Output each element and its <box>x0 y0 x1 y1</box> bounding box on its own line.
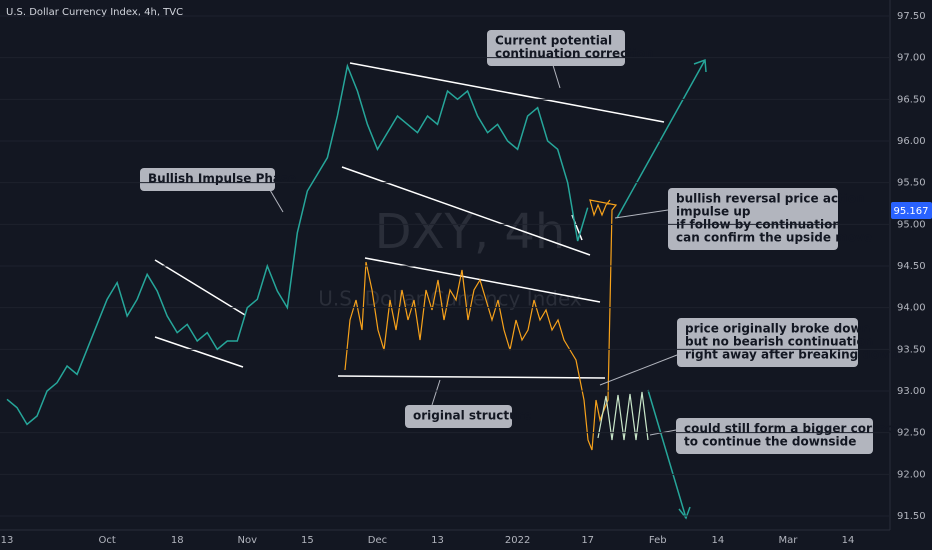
annotation-text: right away after breaking down <box>685 348 899 362</box>
annotation-text: impulse up <box>676 205 751 219</box>
annotation-text: could still form a bigger correction <box>684 422 920 436</box>
arrows <box>616 58 707 520</box>
annotation-text: price originally broke down <box>685 322 870 336</box>
watermark: DXY, 4h <box>375 204 566 260</box>
annotation-pointer <box>551 61 561 89</box>
x-tick-label: Dec <box>368 535 387 546</box>
annotation-box <box>405 405 512 428</box>
annotation-pointer <box>599 354 678 386</box>
annotation-text: but no bearish continuation <box>685 335 873 349</box>
x-tick-label: 14 <box>711 535 724 546</box>
y-tick-label: 96.00 <box>897 136 926 147</box>
annotation-pointer <box>431 379 441 406</box>
annotation-text: can confirm the upside move <box>676 231 872 245</box>
last-price-box <box>891 202 932 219</box>
y-tick-label: 92.50 <box>897 428 926 439</box>
annotation-text: bullish reversal price action <box>676 192 865 206</box>
y-tick-label: 97.50 <box>897 11 926 22</box>
x-tick-label: 13 <box>431 535 444 546</box>
annotation-pointer <box>269 189 284 213</box>
annotation-text: original structure <box>413 409 532 423</box>
y-tick-label: 93.00 <box>897 386 926 397</box>
y-tick-label: 93.50 <box>897 344 926 355</box>
annotation-text: continuation correction <box>495 47 654 61</box>
annotation-box <box>677 318 858 367</box>
x-tick-label: Nov <box>238 535 258 546</box>
annotation-text: Bullish Impulse Phase <box>148 172 296 186</box>
annotation-pointer <box>614 209 669 219</box>
x-tick-label: Feb <box>649 535 667 546</box>
x-tick-label: 17 <box>581 535 594 546</box>
price-line <box>6 63 589 426</box>
trend-lines <box>154 62 665 379</box>
last-price: 95.167 <box>894 206 929 217</box>
annotation-text: Current potential <box>495 34 612 48</box>
y-tick-label: 91.50 <box>897 511 926 522</box>
y-tick-label: 95.50 <box>897 178 926 189</box>
chart-title: U.S. Dollar Currency Index, 4h, TVC <box>6 7 183 18</box>
x-tick-label: 2022 <box>505 535 530 546</box>
x-tick-label: Oct <box>98 535 115 546</box>
possible-correction <box>597 391 649 441</box>
annotation-text: to continue the downside <box>684 435 856 449</box>
annotation-box <box>668 188 838 250</box>
annotation-box <box>140 168 275 191</box>
y-tick-label: 97.00 <box>897 53 926 64</box>
y-tick-label: 96.50 <box>897 94 926 105</box>
x-tick-label: 14 <box>842 535 855 546</box>
annotation-box <box>487 30 625 66</box>
y-tick-label: 94.50 <box>897 261 926 272</box>
annotation-box <box>676 418 873 454</box>
annotation: Bullish Impulse Phase <box>140 168 296 213</box>
x-tick-label: 13 <box>1 535 14 546</box>
y-tick-label: 95.00 <box>897 219 926 230</box>
annotation: original structure <box>405 379 532 428</box>
x-tick-label: 18 <box>171 535 184 546</box>
x-tick-label: Mar <box>778 535 798 546</box>
x-tick-label: 15 <box>301 535 314 546</box>
y-tick-label: 94.00 <box>897 303 926 314</box>
y-tick-label: 92.00 <box>897 469 926 480</box>
